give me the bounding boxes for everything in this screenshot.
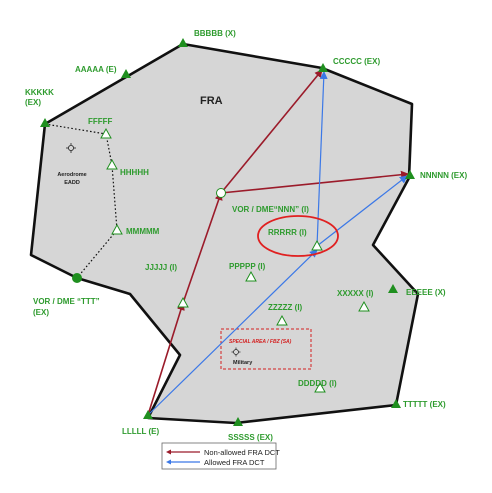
route-vor-nnn-ccccc (220, 69, 323, 194)
special-area-military: Military (233, 360, 253, 366)
label-kkkkk-ex: (EX) (25, 98, 41, 107)
label-nnnnn: NNNNN (EX) (420, 171, 467, 180)
label-vor-nnn: VOR / DME“NNN” (I) (232, 205, 309, 214)
vor-ttt-icon (72, 273, 82, 283)
waypoint-aaaaa-icon (121, 69, 131, 78)
label-jjjjj: JJJJJ (I) (145, 263, 177, 272)
legend-allowed-arrowhead (166, 459, 171, 465)
waypoint-zzzzz-icon (276, 314, 288, 326)
label-lllll: LLLLL (E) (122, 427, 160, 436)
label-ccccc: CCCCC (EX) (333, 57, 380, 66)
waypoint-hhhhh-icon (106, 158, 118, 170)
vor-nnn-icon (216, 188, 226, 198)
label-sssss: SSSSS (EX) (228, 433, 273, 442)
route-rrrrr-nnnnn (316, 175, 408, 247)
waypoint-bbbbb-icon (178, 38, 188, 47)
waypoint-rrrrr-icon (311, 239, 323, 251)
waypoint-eeeee-icon (388, 284, 398, 293)
label-fffff: FFFFF (88, 117, 113, 126)
legend-non-allowed-label: Non-allowed FRA DCT (204, 448, 280, 457)
label-ttttt: TTTTT (EX) (403, 400, 446, 409)
waypoint-ddddd-icon (314, 381, 326, 393)
waypoint-jjjjj-icon (177, 296, 189, 308)
legend-allowed-label: Allowed FRA DCT (204, 458, 265, 467)
waypoint-ccccc-icon (318, 63, 328, 72)
label-eeeee: EEEEE (X) (406, 288, 446, 297)
aerodrome-symbol-icon (66, 143, 76, 153)
waypoint-mmmmm-icon (111, 223, 123, 235)
special-area-box (220, 328, 312, 370)
waypoint-ttttt-icon (391, 399, 401, 408)
aerodrome-code: EADD (64, 180, 80, 186)
waypoint-kkkkk-icon (40, 118, 50, 127)
waypoint-fffff-icon (100, 127, 112, 139)
label-vor-ttt-ex: (EX) (33, 308, 49, 317)
waypoint-lllll-icon (143, 410, 153, 419)
route-lllll-jjjjj (147, 302, 185, 416)
label-ppppp: PPPPP (I) (229, 262, 266, 271)
special-area-title: SPECIAL AREA / FBZ (SA) (229, 339, 292, 345)
military-icon (231, 347, 241, 357)
label-mmmmm: MMMMM (126, 227, 160, 236)
legend-box (161, 442, 277, 470)
label-hhhhh: HHHHH (120, 168, 149, 177)
label-rrrrr: RRRRR (I) (268, 228, 307, 237)
waypoint-sssss-icon (233, 417, 243, 426)
rrrrr-highlight (257, 215, 339, 257)
route-lllll-rrrrr (147, 249, 318, 416)
label-vor-ttt: VOR / DME “TTT” (33, 297, 100, 306)
legend-non-allowed-arrowhead (166, 449, 171, 455)
fra-area (29, 42, 420, 425)
route-jjjjj-vor-nnn (182, 192, 223, 304)
label-zzzzz: ZZZZZ (I) (268, 303, 303, 312)
waypoint-ppppp-icon (245, 270, 257, 282)
fra-title: FRA (200, 95, 223, 107)
label-bbbbb: BBBBB (X) (194, 29, 236, 38)
waypoint-nnnnn-icon (405, 170, 415, 179)
label-ddddd: DDDDD (I) (298, 379, 337, 388)
route-rrrrr-ccccc (316, 71, 328, 247)
route-vor-nnn-nnnnn (220, 170, 409, 194)
legend: Non-allowed FRA DCT Allowed FRA DCT (161, 442, 280, 470)
aerodrome-label: Aerodrome (57, 172, 86, 178)
label-kkkkk: KKKKK (25, 88, 54, 97)
label-aaaaa: AAAAA (E) (75, 65, 117, 74)
waypoint-xxxxx-icon (358, 300, 370, 312)
label-xxxxx: XXXXX (I) (337, 289, 374, 298)
